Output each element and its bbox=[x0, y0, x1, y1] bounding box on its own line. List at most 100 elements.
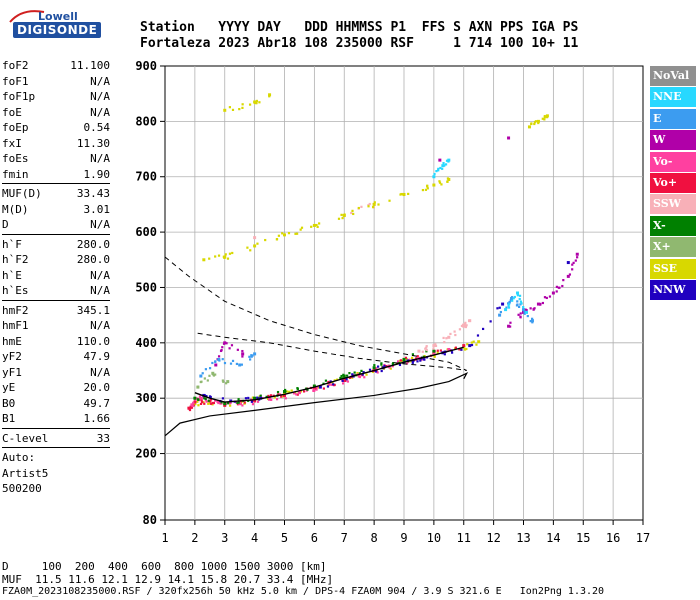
x-tick-label: 13 bbox=[516, 531, 530, 545]
data-point bbox=[402, 192, 406, 196]
data-point bbox=[405, 357, 408, 361]
data-point bbox=[464, 325, 468, 329]
params-separator bbox=[2, 299, 110, 301]
data-point bbox=[312, 223, 316, 227]
data-point bbox=[205, 400, 208, 403]
data-point bbox=[193, 402, 197, 406]
data-point bbox=[509, 321, 512, 324]
data-point bbox=[209, 395, 212, 399]
data-point bbox=[333, 383, 336, 387]
data-point bbox=[226, 380, 230, 384]
data-point bbox=[237, 401, 240, 404]
data-point bbox=[375, 367, 378, 370]
param-value: N/A bbox=[90, 90, 110, 103]
data-point bbox=[447, 347, 451, 351]
data-point bbox=[330, 383, 334, 386]
data-point bbox=[220, 402, 223, 405]
data-point bbox=[246, 246, 249, 249]
data-point bbox=[207, 399, 210, 402]
data-point bbox=[543, 296, 547, 299]
data-point bbox=[317, 386, 320, 389]
data-point bbox=[283, 393, 286, 397]
param-row: MUF(D) 33.43 bbox=[2, 186, 110, 202]
y-tick-label: 900 bbox=[135, 59, 157, 73]
data-point bbox=[275, 398, 279, 401]
footer-file-info: FZA0M_2023108235000.RSF / 320fx256h 50 k… bbox=[2, 586, 605, 597]
param-name: foEs bbox=[2, 152, 29, 165]
data-point bbox=[449, 332, 452, 336]
data-point bbox=[346, 380, 350, 383]
data-point bbox=[499, 310, 502, 314]
data-point bbox=[208, 257, 211, 260]
data-point bbox=[196, 400, 199, 403]
data-point bbox=[372, 366, 376, 370]
data-point bbox=[209, 399, 212, 402]
legend-item-w: W bbox=[650, 130, 696, 151]
data-point bbox=[496, 307, 499, 310]
y-tick-label: 400 bbox=[135, 336, 157, 350]
data-point bbox=[223, 403, 227, 407]
data-point bbox=[253, 236, 257, 240]
data-point bbox=[296, 232, 299, 235]
data-point bbox=[214, 255, 217, 258]
data-point bbox=[352, 212, 355, 216]
data-point bbox=[522, 305, 525, 309]
x-tick-label: 2 bbox=[191, 531, 198, 545]
data-point bbox=[555, 290, 558, 293]
data-point bbox=[277, 234, 280, 237]
autoscaling-line2: Artist5 bbox=[2, 466, 49, 480]
data-point bbox=[241, 103, 244, 106]
data-point bbox=[223, 108, 227, 112]
data-point bbox=[568, 273, 572, 276]
autoscaling-line1: Auto: bbox=[2, 451, 36, 464]
data-point bbox=[221, 397, 225, 400]
data-point bbox=[416, 360, 419, 363]
data-point bbox=[196, 385, 200, 388]
param-row: hmF2 345.1 bbox=[2, 303, 110, 319]
param-value: N/A bbox=[90, 105, 110, 119]
data-point bbox=[453, 330, 456, 333]
data-point bbox=[302, 390, 306, 393]
data-point bbox=[367, 204, 370, 207]
data-point bbox=[280, 395, 283, 398]
param-row: h`E N/A bbox=[2, 268, 110, 284]
data-point bbox=[273, 396, 276, 399]
data-point bbox=[433, 343, 436, 346]
data-point bbox=[248, 103, 252, 106]
param-value: N/A bbox=[90, 319, 110, 332]
param-row: C-level 33 bbox=[2, 431, 110, 447]
data-point bbox=[447, 158, 451, 162]
data-point bbox=[557, 286, 560, 289]
data-point bbox=[561, 284, 564, 288]
data-point bbox=[214, 399, 217, 402]
data-point bbox=[571, 263, 574, 266]
data-point bbox=[543, 115, 546, 118]
data-point bbox=[296, 393, 299, 396]
param-row: h`Es N/A bbox=[2, 283, 110, 299]
data-point bbox=[566, 261, 570, 265]
data-point bbox=[466, 343, 469, 346]
data-point bbox=[340, 213, 343, 216]
params-separator bbox=[2, 427, 110, 429]
data-point bbox=[445, 337, 448, 340]
data-point bbox=[255, 101, 258, 105]
data-point bbox=[415, 357, 418, 360]
data-point bbox=[229, 362, 233, 365]
data-point bbox=[422, 358, 425, 361]
data-point bbox=[226, 402, 230, 405]
data-point bbox=[285, 390, 289, 393]
data-point bbox=[447, 178, 451, 181]
param-row: fxI 11.30 bbox=[2, 136, 110, 152]
data-point bbox=[223, 255, 227, 259]
data-point bbox=[411, 361, 414, 364]
data-point bbox=[237, 398, 240, 401]
data-point bbox=[512, 297, 515, 300]
data-point bbox=[190, 403, 194, 407]
data-point bbox=[435, 169, 438, 173]
data-point bbox=[256, 396, 259, 399]
data-point bbox=[464, 321, 467, 324]
data-point bbox=[219, 349, 223, 353]
param-value: N/A bbox=[90, 74, 110, 88]
data-point bbox=[545, 296, 548, 300]
data-point bbox=[193, 396, 197, 400]
